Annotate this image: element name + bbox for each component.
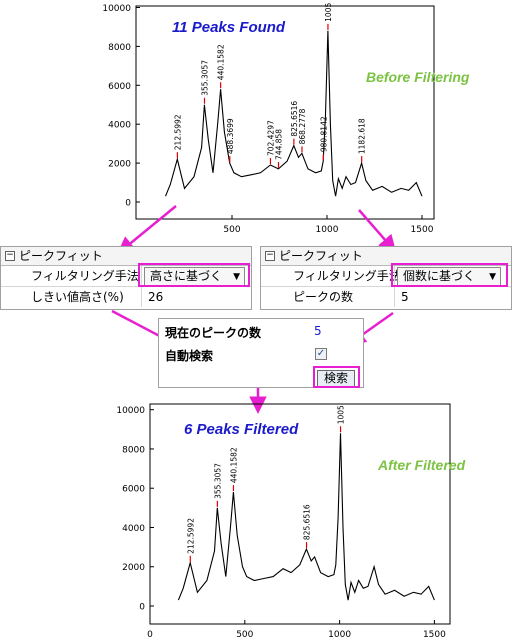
top-chart-peak-labels: 212.5992 355.3057 440.1582 488.3699 702.4297…	[173, 3, 367, 168]
y-tick-label: 0	[125, 199, 131, 209]
bottom-chart-annotation: After Filtered	[378, 457, 466, 473]
peak-label: 1182.618	[358, 118, 367, 154]
bottom-chart-axes	[149, 403, 451, 625]
y-tick-label: 0	[139, 603, 145, 613]
top-chart-axes	[135, 5, 435, 220]
peak-label: 212.5992	[186, 518, 195, 554]
right-peak-fit-panel: − ピークフィット フィルタリング手法 個数に基づく ▼ ピークの数 5	[260, 246, 512, 310]
top-chart-series-line	[164, 30, 423, 197]
y-tick-label: 8000	[108, 43, 131, 53]
peak-label: 825.6516	[303, 504, 312, 540]
x-tick-label: 1000	[328, 630, 351, 640]
top-chart-x-ticks: 500 1000 1500	[223, 215, 434, 235]
bottom-chart-x-ticks: 0 500 1000 1500	[147, 620, 446, 640]
peak-label: 1005	[337, 405, 346, 424]
top-chart-y-ticks: 10000 8000 6000 4000 2000 0	[102, 4, 140, 209]
x-tick-label: 0	[147, 630, 153, 640]
top-chart: 10000 8000 6000 4000 2000 0 500 1000 1500 212.5…	[102, 3, 435, 235]
peak-label: 440.1582	[229, 447, 238, 483]
y-tick-label: 4000	[122, 524, 145, 534]
bottom-chart-y-ticks: 10000 8000 6000 4000 2000 0	[116, 406, 154, 613]
peak-label: 488.3699	[226, 118, 235, 154]
right-panel-title: ピークフィット	[279, 249, 363, 263]
right-method-highlight	[391, 263, 508, 287]
peak-label: 825.6516	[290, 101, 299, 137]
bottom-chart: 10000 8000 6000 4000 2000 0 0 500 1000 1500 212.…	[116, 403, 451, 640]
x-tick-label: 500	[236, 630, 253, 640]
collapse-icon[interactable]: −	[5, 249, 15, 261]
right-count-input[interactable]: 5	[401, 290, 409, 304]
y-tick-label: 2000	[108, 160, 131, 170]
y-tick-label: 2000	[122, 563, 145, 573]
auto-search-label: 自動検索	[165, 349, 214, 363]
left-panel-title: ピークフィット	[19, 249, 103, 263]
left-method-highlight	[138, 263, 250, 287]
peak-label: 212.5992	[173, 114, 182, 150]
right-method-label: フィルタリング手法	[293, 269, 401, 283]
auto-search-checkbox[interactable]: ✓	[315, 348, 327, 360]
peak-label: 868.2778	[298, 108, 307, 144]
y-tick-label: 6000	[108, 82, 131, 92]
x-tick-label: 500	[223, 225, 240, 235]
left-method-select[interactable]: 高さに基づく ▼	[144, 267, 245, 286]
peak-label: 744.858	[275, 129, 284, 160]
peak-label: 355.3057	[201, 60, 210, 96]
top-chart-title: 11 Peaks Found	[172, 19, 286, 36]
left-threshold-label: しきい値高さ(%)	[31, 290, 124, 304]
bottom-chart-peak-labels: 212.5992 355.3057 440.1582 825.6516 1005	[186, 405, 346, 562]
x-tick-label: 1000	[316, 225, 339, 235]
y-tick-label: 10000	[116, 406, 145, 416]
y-tick-label: 10000	[102, 4, 131, 14]
x-tick-label: 1500	[423, 630, 446, 640]
y-tick-label: 6000	[122, 485, 145, 495]
peak-label: 355.3057	[213, 463, 222, 499]
right-method-value: 個数に基づく	[403, 269, 476, 283]
bottom-chart-series-line	[177, 433, 435, 601]
left-peak-fit-panel: − ピークフィット フィルタリング手法 高さに基づく ▼ しきい値高さ(%) 26	[0, 246, 252, 310]
peak-label: 980.8142	[319, 116, 328, 152]
current-peaks-label: 現在のピークの数	[165, 326, 262, 340]
right-count-label: ピークの数	[293, 290, 354, 304]
collapse-icon[interactable]: −	[265, 249, 275, 261]
y-tick-label: 4000	[108, 121, 131, 131]
chevron-down-icon[interactable]: ▼	[233, 272, 240, 282]
left-method-label: フィルタリング手法	[31, 269, 139, 283]
top-chart-annotation: Before Filtering	[366, 69, 470, 85]
left-method-value: 高さに基づく	[150, 269, 223, 283]
chevron-down-icon[interactable]: ▼	[489, 272, 496, 282]
bottom-chart-title: 6 Peaks Filtered	[184, 421, 299, 438]
current-peaks-value: 5	[314, 324, 322, 338]
peak-label: 702.4297	[266, 120, 275, 156]
search-button-highlight	[313, 366, 360, 388]
peak-label: 440.1582	[217, 44, 226, 80]
y-tick-label: 8000	[122, 445, 145, 455]
peak-label: 1005	[324, 3, 333, 22]
left-panel-header[interactable]: − ピークフィット	[1, 247, 251, 266]
left-threshold-input[interactable]: 26	[148, 290, 164, 304]
x-tick-label: 1500	[411, 225, 434, 235]
right-panel-header[interactable]: − ピークフィット	[261, 247, 511, 266]
search-panel: 現在のピークの数 5 自動検索 ✓ 検索	[158, 318, 364, 388]
